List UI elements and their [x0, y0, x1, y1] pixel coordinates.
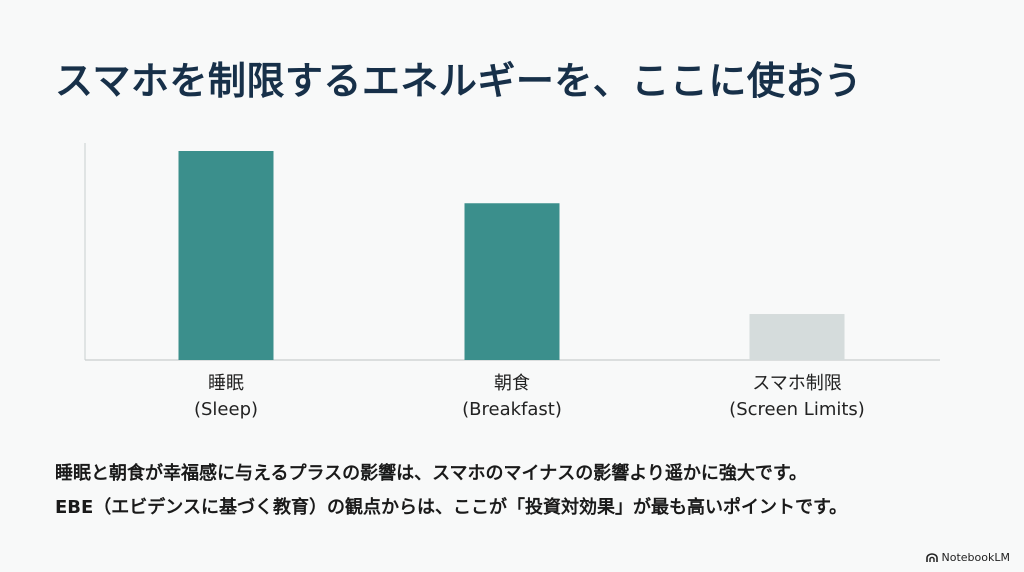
- bar-2: [749, 314, 845, 360]
- body-line: EBE（エビデンスに基づく教育）の観点からは、ここが「投資対効果」が最も高いポイ…: [55, 497, 848, 518]
- brand-watermark: NotebookLM: [925, 551, 1010, 564]
- x-tick-label-line: (Breakfast): [462, 399, 562, 420]
- bar-0: [178, 151, 274, 360]
- brand-name: NotebookLM: [941, 551, 1010, 564]
- notebooklm-logo-icon: [925, 552, 938, 562]
- x-tick-label-line: (Screen Limits): [729, 399, 865, 420]
- x-tick-label-line: スマホ制限: [752, 373, 842, 394]
- x-tick-label-line: 睡眠: [208, 373, 244, 394]
- x-tick-label-line: 朝食: [494, 373, 530, 394]
- x-tick-label: スマホ制限 (Screen Limits): [687, 371, 907, 423]
- x-tick-label-line: (Sleep): [193, 399, 259, 420]
- x-tick-label: 朝食 (Breakfast): [402, 371, 622, 423]
- body-text: 睡眠と朝食が幸福感に与えるプラスの影響は、スマホのマイナスの影響より遥かに強大で…: [55, 457, 847, 525]
- slide-title: スマホを制限するエネルギーを、ここに使おう: [55, 59, 863, 103]
- bar-1: [464, 203, 560, 360]
- body-line: 睡眠と朝食が幸福感に与えるプラスの影響は、スマホのマイナスの影響より遥かに強大で…: [55, 463, 808, 484]
- x-tick-label: 睡眠 (Sleep): [116, 371, 336, 423]
